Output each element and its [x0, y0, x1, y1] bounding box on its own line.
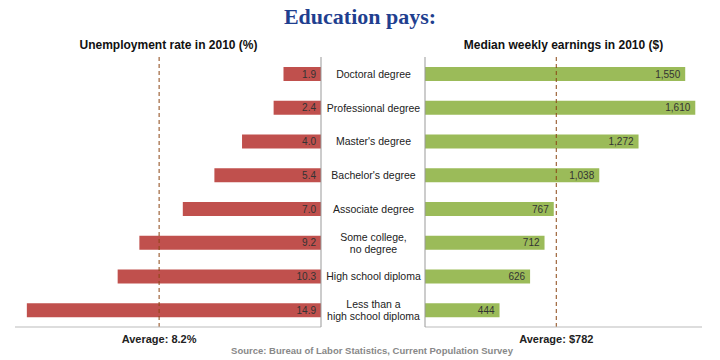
- svg-text:1,038: 1,038: [569, 170, 594, 181]
- svg-text:7.0: 7.0: [302, 204, 316, 215]
- html-text:Unemployment rate in 2010 (%): Unemployment rate in 2010 (%): [79, 38, 258, 52]
- svg-text:2.4: 2.4: [302, 102, 316, 113]
- svg-text:Average: 8.2%: Average: 8.2%: [122, 333, 197, 345]
- html-text:Median weekly earnings in 2010: Median weekly earnings in 2010 ($): [463, 38, 664, 52]
- svg-text:5.4: 5.4: [302, 170, 316, 181]
- svg-text:1,610: 1,610: [665, 102, 690, 113]
- svg-text:Less than ahigh school diploma: Less than ahigh school diploma: [327, 298, 420, 322]
- svg-text:Doctoral degree: Doctoral degree: [336, 68, 411, 80]
- svg-text:712: 712: [523, 237, 540, 248]
- html-text:Education pays:: Education pays:: [283, 4, 437, 29]
- svg-text:4.0: 4.0: [302, 136, 316, 147]
- svg-text:10.3: 10.3: [297, 271, 317, 282]
- svg-text:9.2: 9.2: [302, 237, 316, 248]
- svg-text:444: 444: [478, 305, 495, 316]
- svg-text:Some college,no degree: Some college,no degree: [340, 231, 407, 255]
- svg-text:1,550: 1,550: [655, 69, 680, 80]
- svg-text:Bachelor's degree: Bachelor's degree: [331, 169, 415, 181]
- svg-text:Associate degree: Associate degree: [333, 203, 414, 215]
- svg-text:626: 626: [508, 271, 525, 282]
- svg-text:767: 767: [532, 204, 549, 215]
- svg-text:Average: $782: Average: $782: [519, 333, 593, 345]
- svg-text:1,272: 1,272: [609, 136, 634, 147]
- svg-text:1.9: 1.9: [302, 69, 316, 80]
- svg-text:14.9: 14.9: [297, 305, 317, 316]
- svg-text:Master's degree: Master's degree: [336, 135, 411, 147]
- svg-text:Professional degree: Professional degree: [327, 102, 421, 114]
- svg-text:High school diploma: High school diploma: [326, 270, 421, 282]
- html-text:Source: Bureau of Labor Statis: Source: Bureau of Labor Statistics, Curr…: [231, 345, 513, 356]
